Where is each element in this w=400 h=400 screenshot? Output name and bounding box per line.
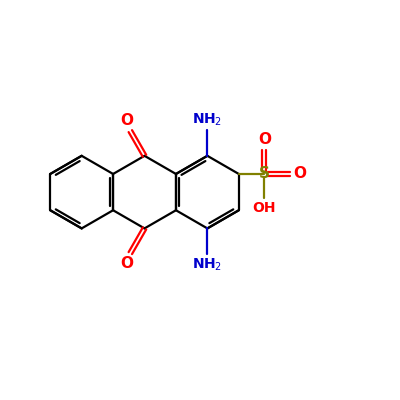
Text: OH: OH (253, 201, 276, 215)
Text: O: O (121, 113, 134, 128)
Text: S: S (259, 166, 270, 182)
Text: O: O (293, 166, 306, 182)
Text: O: O (121, 256, 134, 271)
Text: NH$_2$: NH$_2$ (192, 112, 222, 128)
Text: O: O (258, 132, 271, 147)
Text: NH$_2$: NH$_2$ (192, 256, 222, 273)
